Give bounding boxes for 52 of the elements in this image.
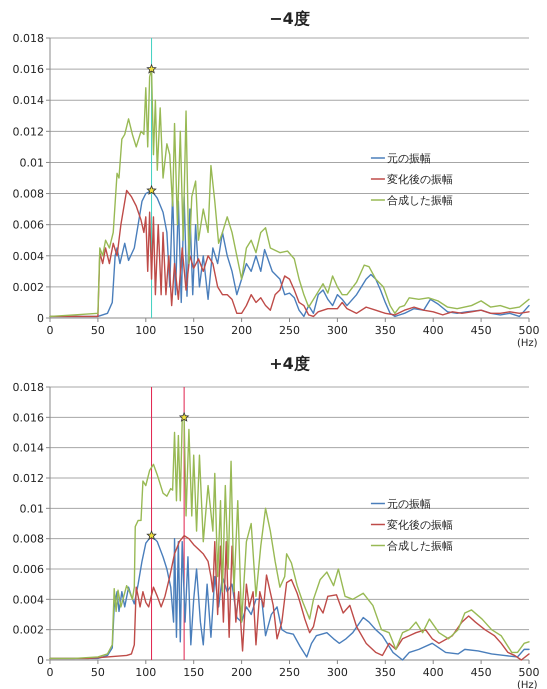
y-tick-label: 0.006 — [12, 218, 44, 232]
x-tick-label: 400 — [422, 324, 444, 337]
x-tick-label: 200 — [231, 666, 252, 679]
x-tick-label: 450 — [470, 324, 492, 337]
x-tick-label: 250 — [279, 666, 300, 679]
x-tick-label: 0 — [46, 666, 54, 679]
x-tick-label: 400 — [422, 666, 444, 679]
y-tick-label: 0.012 — [12, 472, 44, 485]
y-tick-label: 0.004 — [12, 250, 44, 263]
y-tick-label: 0.014 — [12, 94, 44, 108]
y-tick-label: 0.014 — [12, 442, 44, 455]
y-tick-label: 0.008 — [12, 188, 44, 201]
y-tick-label: 0.002 — [12, 624, 44, 637]
x-tick-label: 50 — [90, 324, 105, 337]
x-axis-title: (Hz) — [517, 680, 538, 689]
legend-label: 元の振幅 — [386, 498, 431, 510]
x-tick-label: 300 — [326, 324, 348, 337]
y-tick-label: 0 — [37, 654, 44, 667]
x-tick-label: 200 — [231, 324, 252, 337]
chart-title: −4度 — [269, 9, 310, 28]
x-tick-label: 300 — [326, 666, 348, 679]
chart-title: +4度 — [269, 354, 310, 373]
legend-label: 変化後の振幅 — [386, 173, 453, 186]
x-axis-title: (Hz) — [517, 338, 538, 349]
y-tick-label: 0.018 — [12, 381, 44, 394]
y-tick-label: 0.006 — [12, 563, 44, 576]
x-tick-label: 150 — [183, 324, 204, 337]
x-tick-label: 450 — [470, 666, 492, 679]
y-tick-label: 0 — [37, 312, 44, 325]
x-tick-label: 500 — [518, 324, 540, 337]
legend-label: 合成した振幅 — [386, 540, 453, 552]
y-tick-label: 0.018 — [12, 32, 44, 45]
x-tick-label: 100 — [135, 324, 156, 337]
y-tick-label: 0.008 — [12, 532, 44, 546]
legend-label: 変化後の振幅 — [386, 518, 453, 532]
x-tick-label: 150 — [183, 666, 204, 679]
x-tick-label: 100 — [135, 666, 156, 679]
y-tick-label: 0.012 — [12, 125, 44, 138]
y-tick-label: 0.016 — [12, 63, 44, 76]
x-tick-label: 350 — [374, 666, 396, 679]
x-tick-label: 0 — [46, 324, 54, 337]
y-tick-label: 0.016 — [12, 411, 44, 424]
legend-label: 元の振幅 — [386, 152, 431, 165]
x-tick-label: 500 — [518, 666, 540, 679]
x-tick-label: 350 — [374, 324, 396, 337]
x-tick-label: 250 — [279, 324, 300, 337]
y-tick-label: 0.01 — [20, 156, 44, 170]
legend-label: 合成した振幅 — [386, 194, 453, 207]
y-tick-label: 0.01 — [20, 502, 44, 516]
y-tick-label: 0.002 — [12, 280, 44, 294]
y-tick-label: 0.004 — [12, 593, 44, 606]
x-tick-label: 50 — [90, 666, 105, 679]
